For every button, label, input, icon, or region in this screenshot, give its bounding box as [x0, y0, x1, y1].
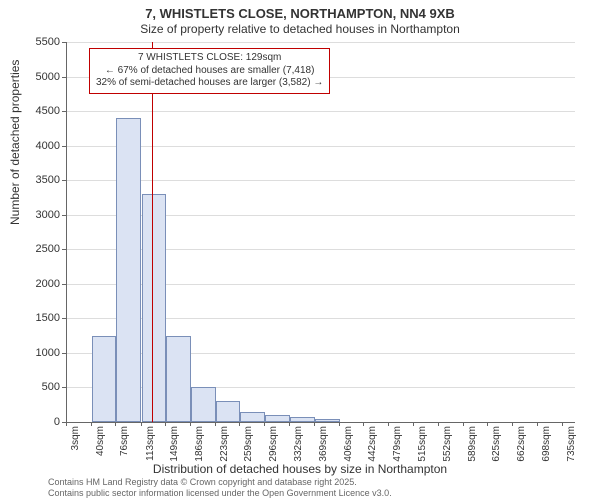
y-tick-label: 4000 — [10, 140, 60, 152]
y-tick-label: 1000 — [10, 347, 60, 359]
y-tick-label: 2500 — [10, 243, 60, 255]
x-tick-label: 3sqm — [70, 426, 81, 450]
y-tick-mark — [62, 146, 66, 147]
histogram-bar — [315, 419, 340, 422]
histogram-bar — [116, 118, 141, 422]
x-tick-mark — [388, 422, 389, 426]
x-tick-mark — [339, 422, 340, 426]
x-tick-label: 662sqm — [516, 426, 527, 462]
x-tick-mark — [165, 422, 166, 426]
y-tick-label: 4500 — [10, 105, 60, 117]
y-tick-label: 500 — [10, 381, 60, 393]
y-tick-mark — [62, 387, 66, 388]
x-tick-mark — [215, 422, 216, 426]
y-tick-mark — [62, 42, 66, 43]
y-tick-mark — [62, 353, 66, 354]
annotation-line3: 32% of semi-detached houses are larger (… — [96, 77, 323, 90]
annotation-box: 7 WHISTLETS CLOSE: 129sqm ← 67% of detac… — [89, 48, 330, 94]
x-axis-title: Distribution of detached houses by size … — [0, 462, 600, 476]
histogram-bar — [142, 194, 166, 422]
x-tick-mark — [314, 422, 315, 426]
x-tick-mark — [438, 422, 439, 426]
annotation-line2: ← 67% of detached houses are smaller (7,… — [96, 65, 323, 78]
x-tick-label: 479sqm — [392, 426, 403, 462]
x-tick-label: 369sqm — [318, 426, 329, 462]
y-tick-mark — [62, 318, 66, 319]
y-tick-mark — [62, 215, 66, 216]
x-tick-label: 698sqm — [541, 426, 552, 462]
x-tick-mark — [562, 422, 563, 426]
histogram-bar — [92, 336, 116, 422]
x-tick-label: 113sqm — [145, 426, 156, 461]
footer-line1: Contains HM Land Registry data © Crown c… — [48, 477, 392, 487]
x-tick-label: 296sqm — [268, 426, 279, 462]
footer-attribution: Contains HM Land Registry data © Crown c… — [48, 477, 392, 498]
annotation-line1: 7 WHISTLETS CLOSE: 129sqm — [96, 52, 323, 65]
x-tick-label: 589sqm — [467, 426, 478, 462]
histogram-bar — [265, 415, 289, 422]
x-tick-label: 40sqm — [95, 426, 106, 456]
x-tick-mark — [537, 422, 538, 426]
y-tick-label: 3500 — [10, 174, 60, 186]
footer-line2: Contains public sector information licen… — [48, 488, 392, 498]
x-tick-label: 515sqm — [417, 426, 428, 462]
x-tick-mark — [487, 422, 488, 426]
y-tick-mark — [62, 77, 66, 78]
x-tick-mark — [141, 422, 142, 426]
grid-line — [67, 180, 575, 181]
y-tick-mark — [62, 284, 66, 285]
x-tick-mark — [115, 422, 116, 426]
x-tick-mark — [66, 422, 67, 426]
grid-line — [67, 146, 575, 147]
x-tick-label: 735sqm — [566, 426, 577, 462]
x-tick-label: 149sqm — [169, 426, 180, 462]
x-tick-label: 442sqm — [367, 426, 378, 462]
x-tick-mark — [512, 422, 513, 426]
y-tick-label: 2000 — [10, 278, 60, 290]
y-tick-label: 5500 — [10, 36, 60, 48]
y-tick-label: 5000 — [10, 71, 60, 83]
x-tick-label: 186sqm — [194, 426, 205, 462]
x-tick-label: 259sqm — [243, 426, 254, 462]
x-tick-mark — [239, 422, 240, 426]
chart-subtitle: Size of property relative to detached ho… — [0, 22, 600, 36]
x-tick-mark — [413, 422, 414, 426]
x-tick-mark — [190, 422, 191, 426]
y-tick-label: 1500 — [10, 312, 60, 324]
x-tick-mark — [264, 422, 265, 426]
x-tick-label: 223sqm — [219, 426, 230, 462]
chart-title: 7, WHISTLETS CLOSE, NORTHAMPTON, NN4 9XB — [0, 6, 600, 21]
x-tick-mark — [289, 422, 290, 426]
histogram-bar — [191, 387, 216, 422]
x-tick-mark — [91, 422, 92, 426]
y-tick-mark — [62, 249, 66, 250]
y-tick-label: 3000 — [10, 209, 60, 221]
y-tick-mark — [62, 180, 66, 181]
y-tick-mark — [62, 111, 66, 112]
histogram-bar — [240, 412, 265, 422]
x-tick-label: 332sqm — [293, 426, 304, 462]
grid-line — [67, 111, 575, 112]
reference-line — [152, 42, 153, 422]
x-tick-label: 406sqm — [343, 426, 354, 462]
x-tick-label: 625sqm — [491, 426, 502, 462]
x-tick-mark — [363, 422, 364, 426]
chart-container: 7, WHISTLETS CLOSE, NORTHAMPTON, NN4 9XB… — [0, 0, 600, 500]
grid-line — [67, 42, 575, 43]
x-tick-mark — [463, 422, 464, 426]
x-tick-label: 552sqm — [442, 426, 453, 462]
x-tick-label: 76sqm — [119, 426, 130, 456]
plot-area: 7 WHISTLETS CLOSE: 129sqm ← 67% of detac… — [66, 42, 575, 423]
histogram-bar — [290, 417, 315, 422]
histogram-bar — [166, 336, 191, 422]
histogram-bar — [216, 401, 240, 422]
y-tick-label: 0 — [10, 416, 60, 428]
